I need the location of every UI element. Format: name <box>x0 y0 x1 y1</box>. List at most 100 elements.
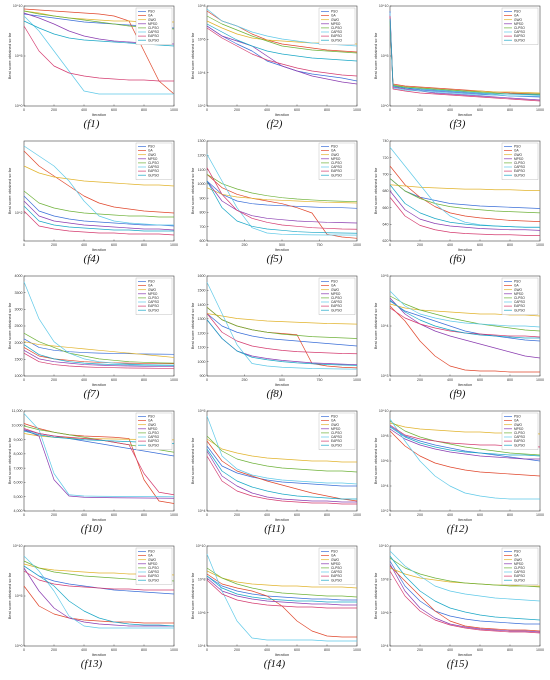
legend-label: CAPSO <box>514 300 526 304</box>
x-axis-label: Iteration <box>275 112 289 117</box>
legend-label: EAPSO <box>148 34 160 38</box>
y-tick-label: 1100 <box>198 346 206 350</box>
x-tick-label: 400 <box>264 513 270 517</box>
series-line-ga <box>23 8 175 95</box>
y-tick-label: 680 <box>383 189 389 193</box>
x-tick-label: 1000 <box>536 243 544 247</box>
series-line-ga <box>389 165 541 222</box>
y-tick-label: 5,000 <box>14 495 23 499</box>
series-line-gwo <box>206 438 357 463</box>
chart-panel: 0 200 400 600 800 1000 10^0 10^5 10^10 Iteration B… <box>366 0 549 136</box>
series-line-gwo <box>206 570 358 589</box>
legend-label: GLPSO <box>514 173 526 177</box>
series-line-mpso <box>206 577 357 606</box>
y-axis-label: Best score obtained so far <box>7 302 12 349</box>
x-tick-label: 400 <box>81 513 87 517</box>
series-line-gwo <box>23 165 175 187</box>
x-tick-label: 400 <box>81 648 87 652</box>
x-tick-label: 600 <box>294 648 300 652</box>
convergence-chart: 0 200 400 600 800 1000 10^4 10^6 10^8 10^10 Iterat… <box>373 544 544 657</box>
convergence-chart: 0 200 400 600 800 1000 620 640 660 680 700 720 740 It… <box>373 139 544 252</box>
chart-caption: (f5) <box>266 253 283 265</box>
x-tick-label: 200 <box>51 378 57 382</box>
chart-caption: (f11) <box>264 523 285 535</box>
y-tick-label: 10^4 <box>198 509 206 513</box>
legend-label: GWO <box>514 423 522 427</box>
legend-label: GLPSO <box>331 173 343 177</box>
convergence-chart: 0 200 400 600 800 1000 10^2 10^4 10^6 10^8 Iterati… <box>190 4 361 117</box>
y-tick-label: 10^6 <box>381 459 389 463</box>
legend-label: PSO <box>331 145 338 149</box>
y-tick-label: 10^4 <box>198 644 206 648</box>
y-tick-label: 10^10 <box>379 544 389 548</box>
series-line-pso <box>23 338 175 355</box>
x-tick-label: 0 <box>389 378 391 382</box>
series-line-pso <box>23 195 175 227</box>
y-tick-label: 9,000 <box>14 438 23 442</box>
y-tick-label: 10^8 <box>198 4 206 8</box>
y-tick-label: 10^5 <box>381 54 389 58</box>
x-tick-label: 600 <box>111 243 117 247</box>
y-tick-label: 10^8 <box>198 578 206 582</box>
series-line-glpso <box>23 205 174 232</box>
legend-label: GLPSO <box>514 38 526 42</box>
y-tick-label: 10^4 <box>381 644 389 648</box>
series-line-ga <box>389 305 540 373</box>
series-line-glpso <box>389 18 541 96</box>
y-tick-label: 4,000 <box>14 509 23 513</box>
series-line-clpso <box>389 557 541 588</box>
y-tick-label: 10^10 <box>13 4 23 8</box>
x-tick-label: 1000 <box>536 648 544 652</box>
y-tick-label: 10,000 <box>12 423 23 427</box>
x-tick-label: 0 <box>389 108 391 112</box>
series-line-glpso <box>389 426 541 457</box>
y-tick-label: 3500 <box>15 291 23 295</box>
series-line-ga <box>23 150 175 214</box>
legend-label: EAPSO <box>514 439 526 443</box>
y-tick-label: 10^5 <box>198 409 206 413</box>
convergence-chart: 0 200 400 600 800 1000 10^2 10^4 10^6 10^8 10^10 It… <box>373 409 544 522</box>
legend-label: GLPSO <box>331 308 343 312</box>
legend-label: CLPSO <box>148 26 159 30</box>
x-axis-label: Iteration <box>92 382 106 387</box>
x-tick-label: 1000 <box>353 378 361 382</box>
series-line-clpso <box>206 15 358 54</box>
x-tick-label: 200 <box>417 513 423 517</box>
chart-panel: 0 200 400 600 800 1000 10^4 10^5 Iteration Best s… <box>183 405 366 541</box>
legend-label: MPSO <box>148 22 158 26</box>
y-tick-label: 1200 <box>198 153 206 157</box>
chart-panel: 0 200 400 600 800 1000 10^0 10^5 10^10 Iteration B… <box>0 540 183 676</box>
x-tick-label: 1000 <box>170 513 178 517</box>
series-line-clpso <box>389 178 541 214</box>
y-tick-label: 600 <box>200 239 206 243</box>
series-line-glpso <box>206 319 358 366</box>
series-line-capso <box>206 282 358 370</box>
y-tick-label: 10^10 <box>13 544 23 548</box>
x-tick-label: 200 <box>417 378 423 382</box>
legend-label: GWO <box>331 288 339 292</box>
series-line-mpso <box>23 349 175 367</box>
series-line-capso <box>389 550 541 602</box>
x-tick-label: 200 <box>234 513 240 517</box>
legend-label: GA <box>148 554 153 558</box>
x-axis-label: Iteration <box>275 652 289 657</box>
legend <box>318 547 356 585</box>
x-axis-label: Iteration <box>275 382 289 387</box>
y-tick-label: 1300 <box>198 317 206 321</box>
y-tick-label: 10^2 <box>381 509 389 513</box>
x-tick-label: 1000 <box>536 513 544 517</box>
series-line-mpso <box>206 450 357 503</box>
legend <box>318 7 356 45</box>
legend-label: PSO <box>148 145 155 149</box>
series-line-clpso <box>206 306 358 339</box>
legend-label: CLPSO <box>331 161 342 165</box>
series-line-ga <box>206 440 358 502</box>
x-tick-label: 0 <box>23 648 25 652</box>
chart-panel: 0 200 400 600 800 1000 10^4 10^6 10^8 10^10 Iterat… <box>366 540 549 676</box>
legend-label: GWO <box>514 558 522 562</box>
chart-panel: 0 250 500 750 1000 600 700 800 900 1000 1100 1200 13… <box>183 135 366 271</box>
legend <box>501 7 539 45</box>
series-line-mpso <box>389 428 540 460</box>
series-line-mpso <box>389 13 541 101</box>
chart-caption: (f1) <box>83 118 100 130</box>
